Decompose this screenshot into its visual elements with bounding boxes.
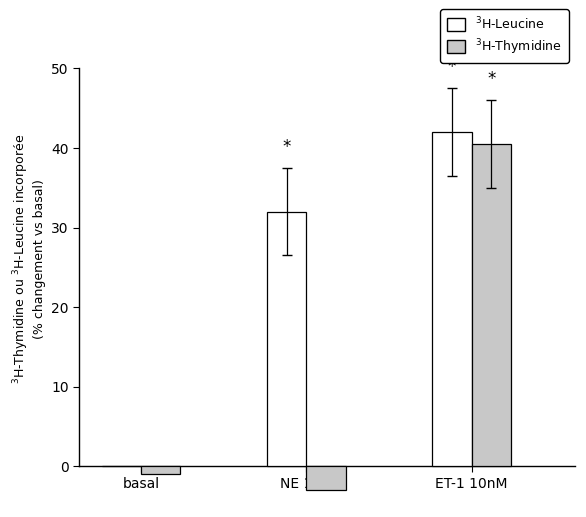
Text: *: * — [487, 70, 495, 88]
Text: *: * — [282, 138, 291, 156]
Bar — [306, 466, 346, 490]
Bar — [141, 466, 180, 474]
Bar — [432, 132, 472, 466]
Bar — [472, 144, 511, 466]
Bar — [267, 211, 306, 466]
Text: *: * — [448, 58, 456, 77]
Legend: $^3$H-Leucine, $^3$H-Thymidine: $^3$H-Leucine, $^3$H-Thymidine — [441, 9, 568, 63]
Y-axis label: $^3$H-Thymidine ou $^3$H-Leucine incorporée
(% changement vs basal): $^3$H-Thymidine ou $^3$H-Leucine incorpo… — [11, 134, 46, 385]
